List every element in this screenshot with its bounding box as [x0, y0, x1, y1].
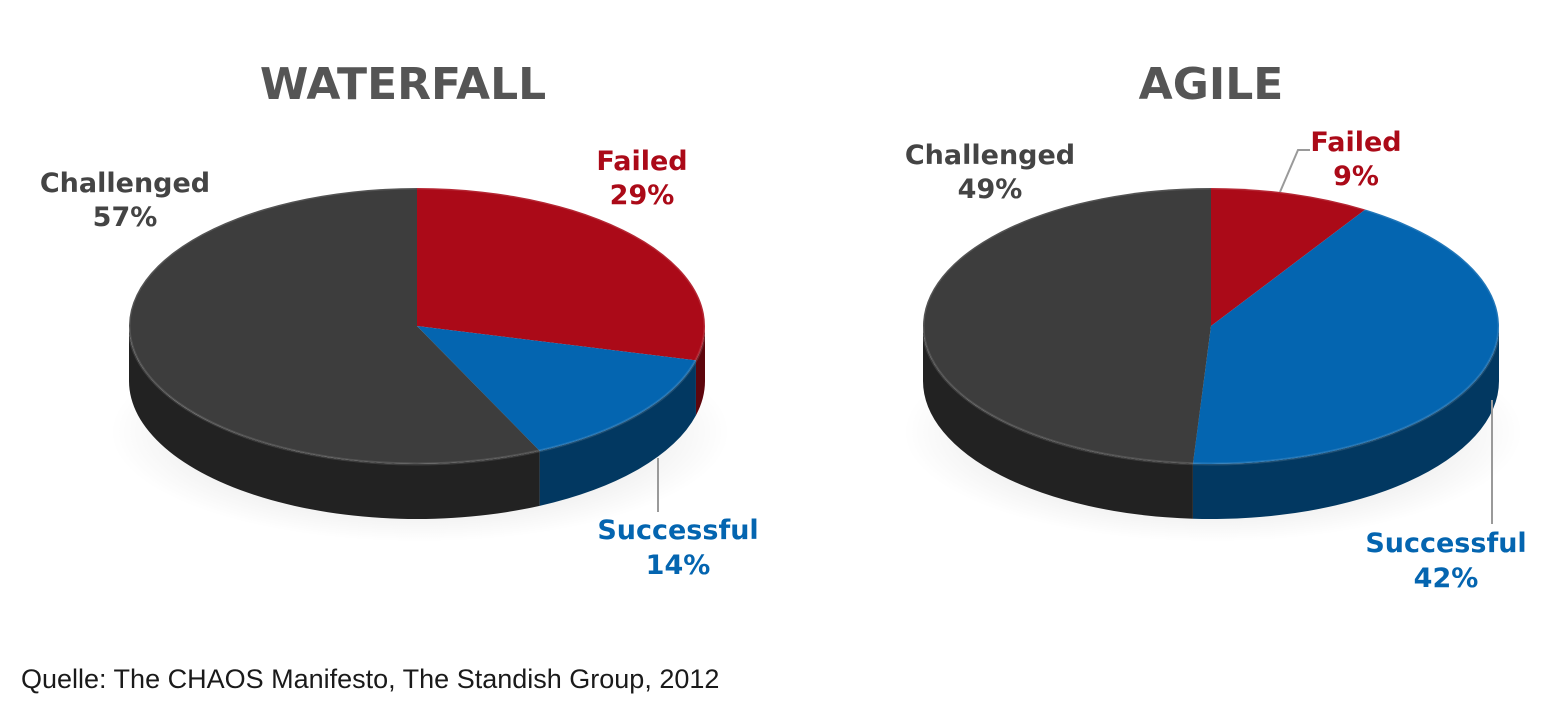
waterfall-chart: WATERFALL Failed 29% Challenged 57% Succ… [40, 59, 759, 581]
agile-challenged-percent: 49% [958, 174, 1023, 205]
agile-successful-slice [1192, 209, 1499, 464]
waterfall-successful-slice [417, 326, 696, 451]
waterfall-successful-label: Successful [597, 515, 758, 546]
agile-rim-highlight [921, 186, 1501, 466]
agile-side-walls [923, 326, 1499, 519]
waterfall-failed-side [695, 326, 705, 416]
waterfall-challenged-side [129, 326, 540, 519]
waterfall-failed-percent: 29% [610, 180, 675, 211]
agile-challenged-label: Challenged [905, 140, 1075, 171]
agile-title: AGILE [1139, 59, 1284, 110]
agile-failed-leader-line [1279, 149, 1310, 193]
waterfall-title: WATERFALL [260, 59, 546, 110]
source-note: Quelle: The CHAOS Manifesto, The Standis… [21, 664, 720, 694]
agile-pie [921, 186, 1501, 519]
waterfall-challenged-slice [129, 188, 540, 464]
agile-challenged-slice [923, 188, 1211, 464]
waterfall-successful-percent: 14% [646, 550, 711, 581]
waterfall-challenged-label: Challenged [40, 168, 210, 199]
agile-failed-slice [1211, 188, 1366, 326]
agile-successful-label: Successful [1365, 528, 1526, 559]
waterfall-failed-label: Failed [596, 146, 687, 177]
agile-successful-side [1192, 326, 1499, 519]
waterfall-side-walls [129, 326, 705, 519]
waterfall-pie [127, 186, 707, 519]
agile-challenged-side [923, 326, 1193, 519]
agile-chart: AGILE Failed 9% Challenged 49% Successfu… [903, 59, 1527, 594]
waterfall-challenged-percent: 57% [93, 202, 158, 233]
agile-successful-percent: 42% [1414, 563, 1479, 594]
agile-failed-percent: 9% [1333, 161, 1379, 192]
agile-failed-label: Failed [1310, 127, 1401, 158]
waterfall-failed-slice [417, 188, 706, 361]
waterfall-rim-highlight [127, 186, 707, 466]
waterfall-successful-side [539, 360, 696, 506]
